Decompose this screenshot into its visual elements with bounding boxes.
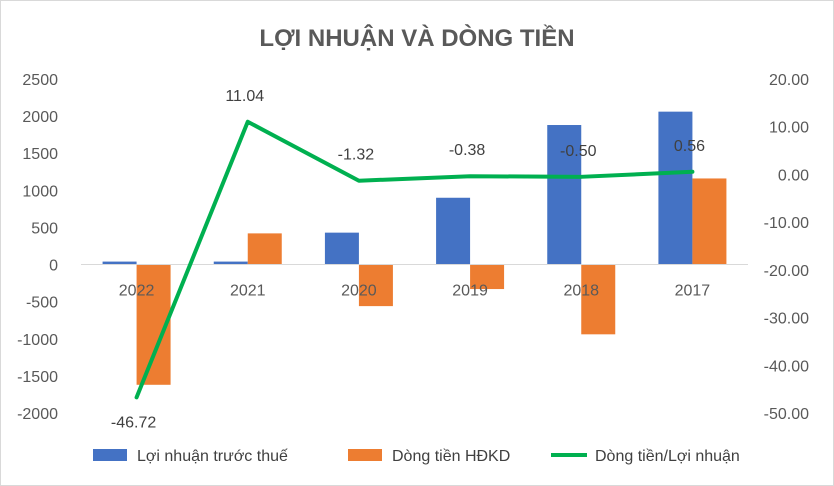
left-axis: 2500 2000 1500 1000 500 0 -500 -1000 -1500 -2000: [17, 72, 58, 423]
ratio-data-label: -1.32: [338, 147, 375, 164]
bar-cashflow: [358, 264, 393, 307]
left-tick-label: 2000: [22, 109, 58, 126]
bar-profit: [547, 125, 582, 265]
left-tick-label: -2000: [17, 406, 58, 423]
legend-swatch-profit: [93, 449, 127, 461]
category-label: 2020: [341, 283, 377, 300]
bar-profit: [213, 261, 248, 265]
bar-cashflow: [247, 233, 282, 265]
bars-layer: [102, 111, 727, 385]
bar-profit: [658, 111, 693, 265]
right-tick-label: 10.00: [769, 120, 809, 137]
ratio-data-label: -0.38: [449, 142, 486, 159]
right-tick-label: 0.00: [778, 167, 809, 184]
left-tick-label: 0: [49, 258, 58, 275]
right-tick-label: -40.00: [764, 358, 809, 375]
left-tick-label: -500: [26, 295, 58, 312]
right-tick-label: -30.00: [764, 311, 809, 328]
bar-cashflow: [692, 178, 727, 265]
bar-profit: [324, 232, 359, 265]
legend-label: Dòng tiền HĐKD: [392, 448, 510, 465]
ratio-line: [134, 119, 695, 400]
right-tick-label: -20.00: [764, 263, 809, 280]
ratio-data-label: -0.50: [560, 143, 597, 160]
right-tick-label: 20.00: [769, 72, 809, 89]
left-tick-label: -1500: [17, 369, 58, 386]
category-labels: 2022 2021 2020 2019 2018 2017: [119, 283, 711, 300]
left-tick-label: 1000: [22, 183, 58, 200]
ratio-data-label: 11.04: [225, 88, 264, 105]
left-tick-label: 2500: [22, 72, 58, 89]
left-tick-label: 500: [31, 220, 58, 237]
category-label: 2018: [563, 283, 599, 300]
right-tick-label: -10.00: [764, 215, 809, 232]
legend-swatch-cashflow: [348, 449, 382, 461]
bar-cashflow: [581, 264, 616, 335]
bar-profit: [436, 197, 471, 265]
chart-title: LỢI NHUẬN VÀ DÒNG TIỀN: [259, 24, 574, 52]
legend-label: Lợi nhuận trước thuế: [137, 448, 288, 465]
right-axis: 20.00 10.00 0.00 -10.00 -20.00 -30.00 -40.00 -5…: [764, 72, 809, 423]
legend-label: Dòng tiền/Lợi nhuận: [595, 448, 740, 465]
bar-cashflow: [470, 264, 505, 290]
left-tick-label: -1000: [17, 332, 58, 349]
category-label: 2021: [230, 283, 266, 300]
category-label: 2022: [119, 283, 155, 300]
right-tick-label: -50.00: [764, 406, 809, 423]
ratio-data-label: 0.56: [674, 138, 705, 155]
category-label: 2017: [675, 283, 711, 300]
bar-profit: [102, 261, 137, 265]
data-labels: -46.72 11.04 -1.32 -0.38 -0.50 0.56: [111, 88, 705, 432]
line-layer: [134, 119, 695, 400]
category-label: 2019: [452, 283, 488, 300]
left-tick-label: 1500: [22, 146, 58, 163]
ratio-data-label: -46.72: [111, 414, 156, 431]
legend: Lợi nhuận trước thuế Dòng tiền HĐKD Dòng t…: [93, 448, 740, 465]
